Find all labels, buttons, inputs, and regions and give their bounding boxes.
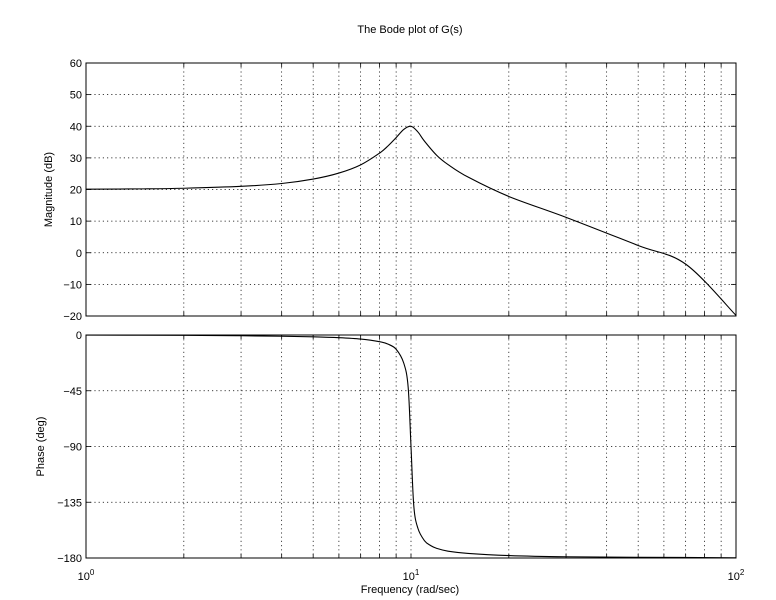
magnitude-y-tick-label: 50: [70, 90, 82, 102]
magnitude-y-tick-label: −20: [63, 311, 82, 323]
x-tick-label: 100: [78, 568, 95, 583]
magnitude-y-tick-label: 40: [70, 121, 82, 133]
magnitude-y-tick-label: 60: [70, 58, 82, 70]
magnitude-panel: 60 50 40 30 20 10 0 −10 −20 Magnitude (dB): [43, 58, 737, 323]
x-tick-label: 101: [403, 568, 420, 583]
magnitude-y-tick-label: 30: [70, 153, 82, 165]
phase-y-tick-label: 0: [76, 330, 82, 342]
phase-y-tick-label: −45: [63, 386, 82, 398]
chart-title: The Bode plot of G(s): [357, 24, 462, 36]
phase-grid: [86, 335, 736, 558]
magnitude-y-tick-label: 0: [76, 248, 82, 260]
magnitude-series-line: [85, 125, 737, 316]
phase-y-tick-label: −135: [57, 497, 82, 509]
phase-y-tick-label: −90: [63, 442, 82, 454]
phase-series-line: [85, 334, 737, 559]
magnitude-y-tick-label: 20: [70, 185, 82, 197]
phase-series: [85, 334, 737, 559]
phase-panel: 0 −45 −90 −135 −180 Phase (deg): [35, 330, 737, 565]
magnitude-y-tick-label: −10: [63, 279, 82, 291]
magnitude-y-axis-label: Magnitude (dB): [43, 152, 55, 227]
magnitude-y-ticks: 60 50 40 30 20 10 0 −10 −20: [63, 58, 736, 323]
magnitude-series: [85, 125, 737, 316]
x-axis-label: Frequency (rad/sec): [361, 584, 459, 596]
phase-y-ticks: 0 −45 −90 −135 −180: [57, 330, 736, 565]
x-tick-labels: 100 101 102: [78, 568, 745, 583]
phase-y-axis-label: Phase (deg): [35, 417, 47, 477]
magnitude-y-tick-label: 10: [70, 216, 82, 228]
phase-y-tick-label: −180: [57, 553, 82, 565]
magnitude-grid: [86, 63, 736, 316]
x-tick-label: 102: [728, 568, 745, 583]
